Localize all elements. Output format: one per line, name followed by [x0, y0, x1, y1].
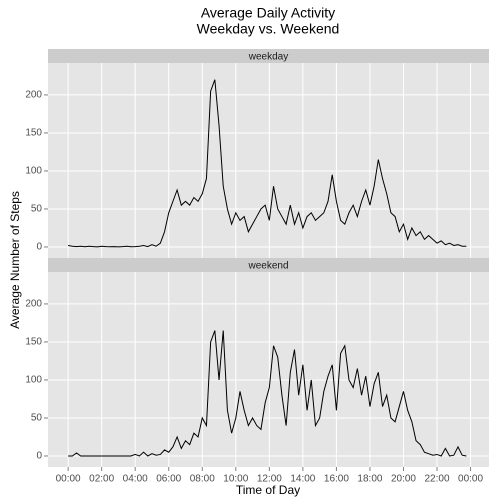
- panel: [48, 63, 489, 258]
- panel: [48, 272, 489, 467]
- x-tick-label: 12:00: [257, 474, 282, 485]
- x-axis-title: Time of Day: [236, 483, 300, 497]
- y-tick-label: 200: [25, 90, 42, 101]
- chart-title: Weekday vs. Weekend: [197, 21, 340, 37]
- y-tick-label: 100: [25, 375, 42, 386]
- y-tick-label: 100: [25, 166, 42, 177]
- y-tick-label: 50: [31, 204, 43, 215]
- y-tick-label: 0: [36, 242, 42, 253]
- data-line: [68, 79, 467, 248]
- chart-title: Average Daily Activity: [201, 5, 335, 21]
- strip: [48, 49, 489, 63]
- x-tick-label: 02:00: [89, 474, 114, 485]
- data-line: [68, 330, 467, 457]
- x-tick-label: 08:00: [190, 474, 215, 485]
- strip-label: weekend: [247, 261, 288, 272]
- x-tick-label: 10:00: [223, 474, 248, 485]
- x-tick-label: 00:00: [458, 474, 483, 485]
- x-tick-label: 18:00: [357, 474, 382, 485]
- strip-label: weekday: [248, 52, 288, 63]
- x-tick-label: 04:00: [123, 474, 148, 485]
- x-tick-label: 06:00: [156, 474, 181, 485]
- strip: [48, 258, 489, 272]
- x-tick-label: 22:00: [425, 474, 450, 485]
- x-tick-label: 14:00: [290, 474, 315, 485]
- x-tick-label: 00:00: [56, 474, 81, 485]
- x-tick-label: 16:00: [324, 474, 349, 485]
- y-tick-label: 0: [36, 451, 42, 462]
- y-axis-title: Average Number of Steps: [8, 191, 22, 329]
- y-tick-label: 50: [31, 413, 43, 424]
- y-tick-label: 150: [25, 128, 42, 139]
- y-tick-label: 150: [25, 337, 42, 348]
- y-tick-label: 200: [25, 299, 42, 310]
- x-tick-label: 20:00: [391, 474, 416, 485]
